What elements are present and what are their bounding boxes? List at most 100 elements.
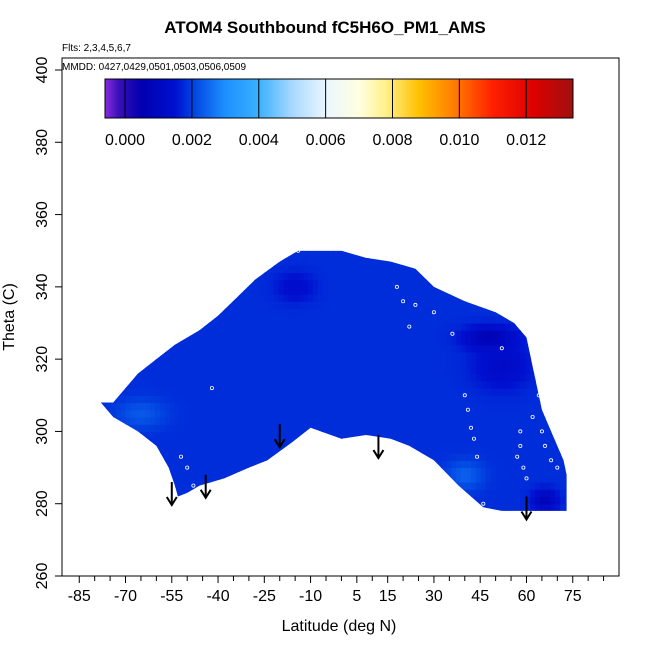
- heatmap-cell: [234, 431, 240, 440]
- heatmap-cell: [411, 323, 418, 331]
- heatmap-cell: [169, 373, 176, 382]
- heatmap-cell: [520, 482, 526, 490]
- heatmap-cell: [229, 453, 235, 461]
- heatmap-cell: [347, 453, 354, 461]
- heatmap-cell: [293, 417, 299, 425]
- heatmap-cell: [559, 438, 566, 447]
- heatmap-cell: [278, 257, 284, 266]
- heatmap-cell: [535, 395, 541, 404]
- heatmap-cell: [303, 445, 309, 454]
- heatmap-cell: [160, 482, 166, 490]
- heatmap-cell: [204, 474, 210, 483]
- heatmap-cell: [446, 453, 452, 461]
- heatmap-cell: [263, 424, 270, 432]
- heatmap-cell: [258, 453, 265, 461]
- heatmap-cell: [347, 301, 354, 310]
- heatmap-cell: [293, 366, 299, 375]
- heatmap-cell: [229, 496, 235, 505]
- heatmap-cell: [155, 337, 161, 346]
- heatmap-cell: [535, 503, 541, 511]
- heatmap-cell: [160, 294, 166, 302]
- heatmap-cell: [120, 438, 127, 447]
- heatmap-cell: [372, 460, 378, 469]
- heatmap-cell: [337, 265, 344, 273]
- heatmap-cell: [293, 431, 299, 440]
- heatmap-cell: [130, 467, 136, 476]
- heatmap-cell: [441, 330, 447, 338]
- heatmap-cell: [268, 294, 275, 302]
- heatmap-cell: [559, 265, 566, 273]
- heatmap-cell: [258, 482, 265, 490]
- heatmap-cell: [535, 489, 541, 498]
- heatmap-cell: [520, 489, 526, 498]
- heatmap-cell: [308, 286, 314, 295]
- heatmap-cell: [421, 460, 428, 469]
- heatmap-cell: [298, 373, 304, 382]
- heatmap-cell: [160, 286, 166, 295]
- heatmap-cell: [475, 431, 482, 440]
- heatmap-cell: [510, 301, 516, 310]
- heatmap-cell: [461, 308, 467, 317]
- heatmap-cell: [332, 294, 339, 302]
- heatmap-cell: [446, 373, 452, 382]
- heatmap-cell: [446, 417, 452, 425]
- heatmap-cell: [471, 323, 477, 331]
- heatmap-cell: [327, 301, 334, 310]
- heatmap-cell: [549, 301, 556, 310]
- heatmap-cell: [244, 489, 250, 498]
- heatmap-cell: [130, 496, 136, 505]
- heatmap-cell: [426, 294, 432, 302]
- heatmap-cell: [184, 380, 191, 389]
- heatmap-cell: [169, 417, 176, 425]
- heatmap-cell: [288, 474, 294, 483]
- heatmap-cell: [268, 366, 275, 375]
- heatmap-cell: [313, 366, 319, 375]
- heatmap-cell: [189, 395, 196, 404]
- heatmap-cell: [505, 366, 511, 375]
- heatmap-cell: [515, 330, 521, 338]
- heatmap-cell: [100, 279, 107, 288]
- heatmap-cell: [179, 438, 186, 447]
- heatmap-cell: [189, 315, 196, 324]
- heatmap-cell: [332, 438, 339, 447]
- heatmap-cell: [145, 330, 151, 338]
- heatmap-cell: [382, 337, 388, 346]
- heatmap-cell: [273, 330, 280, 338]
- heatmap-cell: [382, 315, 388, 324]
- heatmap-cell: [485, 388, 492, 396]
- heatmap-cell: [347, 279, 354, 288]
- heatmap-cell: [248, 265, 255, 273]
- heatmap-cell: [105, 250, 112, 259]
- heatmap-cell: [352, 330, 358, 338]
- heatmap-cell: [313, 409, 319, 418]
- heatmap-cell: [322, 503, 329, 511]
- heatmap-cell: [540, 424, 546, 432]
- heatmap-cell: [485, 438, 492, 447]
- heatmap-cell: [318, 286, 324, 295]
- heatmap-cell: [367, 395, 373, 404]
- heatmap-cell: [140, 482, 146, 490]
- heatmap-cell: [248, 438, 255, 447]
- heatmap-cell: [179, 482, 186, 490]
- heatmap-cell: [520, 467, 526, 476]
- heatmap-cell: [160, 402, 166, 411]
- heatmap-cell: [303, 351, 309, 360]
- heatmap-cell: [377, 482, 383, 490]
- heatmap-cell: [145, 257, 151, 266]
- heatmap-cell: [234, 424, 240, 432]
- heatmap-cell: [426, 388, 432, 396]
- heatmap-cell: [229, 330, 235, 338]
- heatmap-cell: [564, 453, 567, 461]
- heatmap-cell: [431, 474, 437, 483]
- heatmap-cell: [318, 257, 324, 266]
- heatmap-cell: [293, 395, 299, 404]
- heatmap-cell: [155, 496, 161, 505]
- heatmap-cell: [155, 460, 161, 469]
- heatmap-cell: [505, 431, 511, 440]
- heatmap-cell: [382, 250, 388, 259]
- heatmap-cell: [130, 308, 136, 317]
- heatmap-cell: [505, 337, 511, 346]
- heatmap-cell: [105, 402, 112, 411]
- observation-point: [191, 483, 196, 488]
- heatmap-cell: [140, 351, 146, 360]
